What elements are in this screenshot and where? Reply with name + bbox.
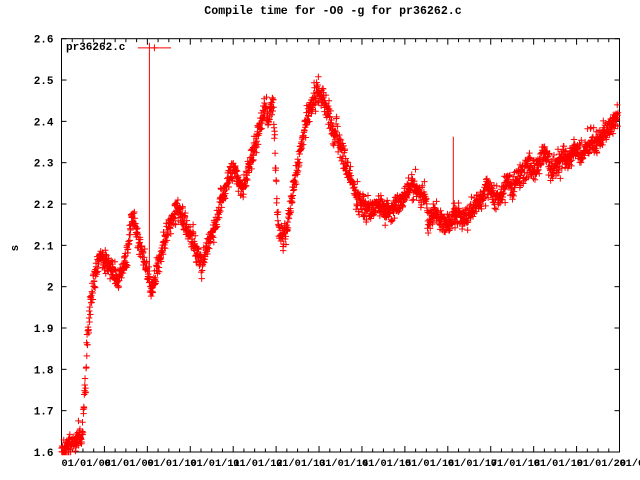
svg-text:1.7: 1.7 — [34, 407, 54, 419]
svg-text:1.6: 1.6 — [34, 448, 54, 460]
svg-text:2.1: 2.1 — [34, 241, 54, 253]
svg-text:1.8: 1.8 — [34, 365, 54, 377]
svg-text:2.6: 2.6 — [34, 35, 54, 47]
svg-text:2.4: 2.4 — [34, 117, 54, 129]
svg-text:Compile time for -O0 -g for pr: Compile time for -O0 -g for pr36262.c — [204, 5, 461, 18]
svg-text:2.5: 2.5 — [34, 76, 54, 88]
svg-text:2: 2 — [47, 283, 54, 295]
svg-text:s: s — [10, 245, 22, 252]
svg-text:2.3: 2.3 — [34, 159, 54, 171]
svg-text:2.2: 2.2 — [34, 200, 54, 212]
svg-text:1.9: 1.9 — [34, 324, 54, 336]
svg-text:pr36262.c: pr36262.c — [66, 42, 125, 54]
svg-text:01/01/21: 01/01/21 — [620, 458, 640, 470]
